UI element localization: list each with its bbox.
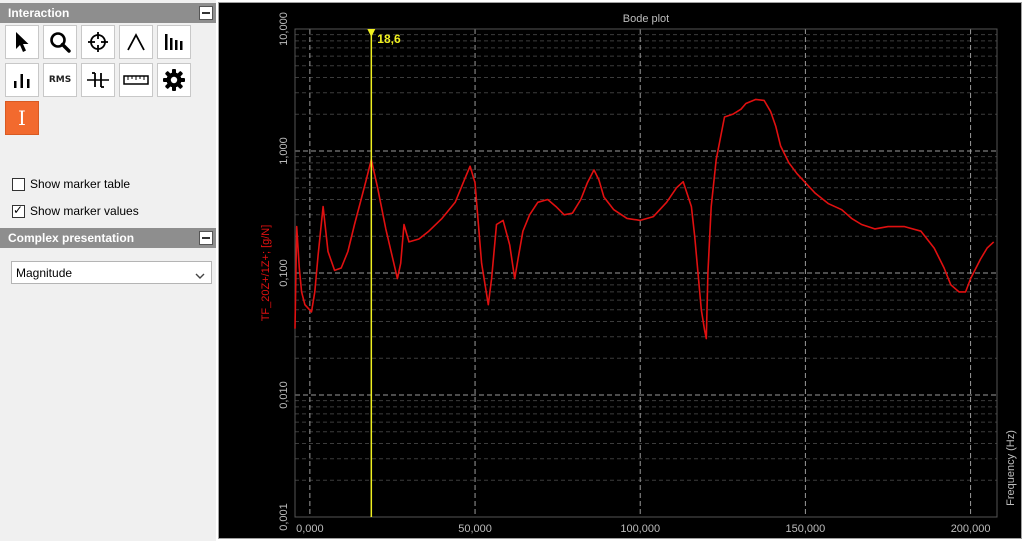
band-bars-icon xyxy=(11,69,33,91)
magnitude-trace xyxy=(294,98,995,340)
x-tick-label: 100,000 xyxy=(620,523,660,535)
complex-presentation-title: Complex presentation xyxy=(8,231,135,245)
bode-plot-svg[interactable]: 10,000 1,000 0,100 0,010 0,001 0,000 50,000 100… xyxy=(219,3,1021,538)
checkmark-icon: ✓ xyxy=(13,202,24,217)
left-panel: Interaction RMS xyxy=(0,0,216,541)
interaction-collapse-button[interactable] xyxy=(199,6,213,20)
chart-title: Bode plot xyxy=(623,13,669,25)
presentation-select-value: Magnitude xyxy=(16,266,73,280)
rms-tool-button[interactable]: RMS xyxy=(43,63,77,97)
cursor-marker-icon: I xyxy=(18,106,26,130)
show-marker-table-label: Show marker table xyxy=(30,177,131,191)
settings-tool-button[interactable] xyxy=(157,63,191,97)
plot-border xyxy=(294,28,998,518)
band-bars-tool-button[interactable] xyxy=(5,63,39,97)
rms-icon: RMS xyxy=(48,75,72,85)
x-tick-label: 150,000 xyxy=(786,523,826,535)
show-marker-values-checkbox[interactable]: ✓ xyxy=(12,202,25,218)
harmonic-bars-icon xyxy=(163,31,185,53)
show-marker-values-option[interactable]: ✓ Show marker values xyxy=(12,202,139,220)
ruler-icon xyxy=(123,73,149,87)
frequency-marker-value: 18,6 xyxy=(377,32,401,46)
presentation-select[interactable]: Magnitude xyxy=(11,261,212,284)
ruler-tool-button[interactable] xyxy=(119,63,153,97)
pointer-icon xyxy=(12,31,32,53)
complex-presentation-header[interactable]: Complex presentation xyxy=(0,228,216,248)
delta-marker-icon xyxy=(86,69,110,91)
zoom-icon xyxy=(49,31,71,53)
harmonic-bars-tool-button[interactable] xyxy=(157,25,191,59)
chevron-down-icon xyxy=(195,269,205,283)
x-tick-label: 0,000 xyxy=(296,523,324,535)
y-axis-label: TF_20Z+/1Z+; [g/N] xyxy=(260,225,272,322)
show-marker-values-label: Show marker values xyxy=(30,204,139,218)
y-tick-label: 0,001 xyxy=(278,503,290,531)
y-tick-label: 1,000 xyxy=(278,137,290,165)
frequency-marker-handle xyxy=(367,29,376,37)
y-tick-label: 0,100 xyxy=(278,259,290,287)
cursor-marker-tool-button[interactable]: I xyxy=(5,101,39,135)
show-marker-table-checkbox[interactable] xyxy=(12,177,25,191)
x-axis-label: Frequency (Hz) xyxy=(1005,430,1017,506)
y-tick-label: 0,010 xyxy=(278,381,290,409)
crosshair-tool-button[interactable] xyxy=(81,25,115,59)
delta-marker-tool-button[interactable] xyxy=(81,63,115,97)
complex-collapse-button[interactable] xyxy=(199,231,213,245)
show-marker-table-option[interactable]: Show marker table xyxy=(12,175,130,193)
x-tick-label: 200,000 xyxy=(951,523,991,535)
peak-tool-button[interactable] xyxy=(119,25,153,59)
bode-plot-area[interactable]: 10,000 1,000 0,100 0,010 0,001 0,000 50,000 100… xyxy=(218,2,1022,539)
zoom-tool-button[interactable] xyxy=(43,25,77,59)
y-tick-label: 10,000 xyxy=(278,12,290,46)
interaction-panel-header[interactable]: Interaction xyxy=(0,3,216,23)
x-tick-label: 50,000 xyxy=(458,523,492,535)
crosshair-icon xyxy=(87,31,109,53)
peak-icon xyxy=(125,31,147,53)
gear-icon xyxy=(162,68,186,92)
pointer-tool-button[interactable] xyxy=(5,25,39,59)
interaction-panel-title: Interaction xyxy=(8,6,70,20)
